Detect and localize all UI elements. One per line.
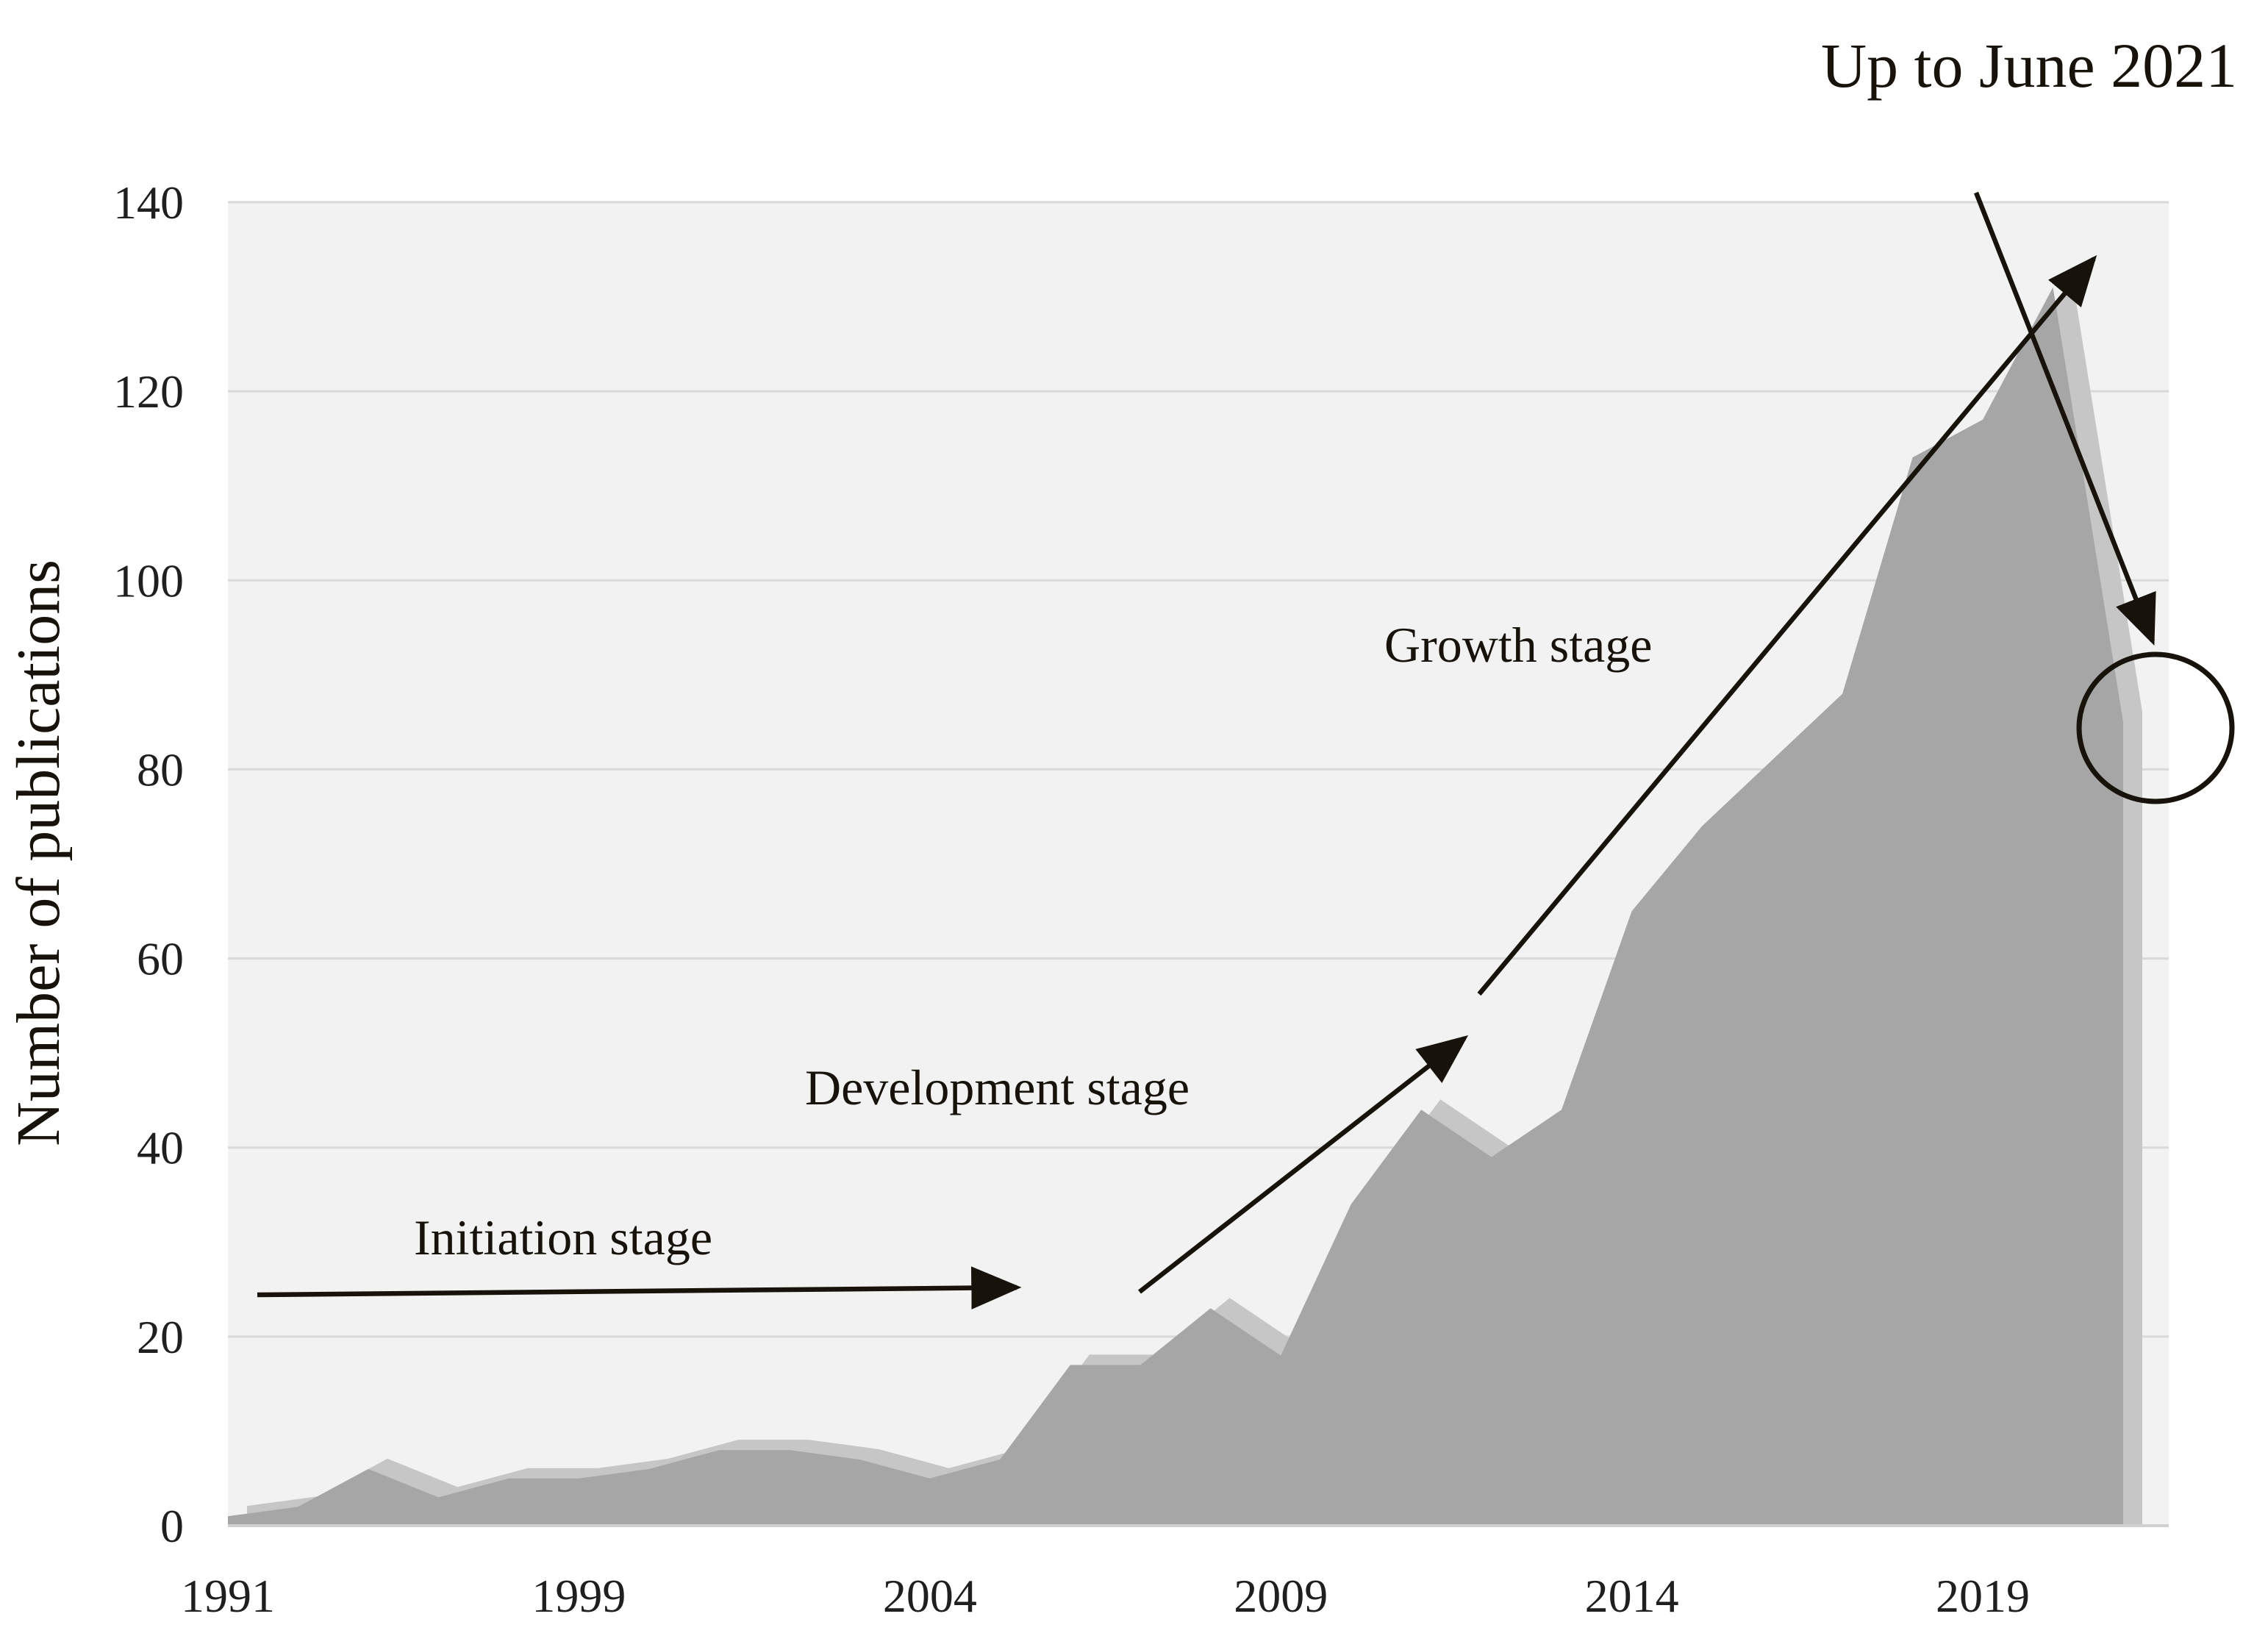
up-to-june-2021-label: Up to June 2021 <box>1821 30 2237 101</box>
growth-stage-arrow <box>1477 255 2097 996</box>
x-tick-label-1999: 1999 <box>532 1570 626 1622</box>
y-tick-label-20: 20 <box>137 1311 184 1363</box>
initiation-stage-label: Initiation stage <box>414 1210 712 1265</box>
annotation-arrows <box>257 191 2156 1310</box>
development-stage-label: Development stage <box>805 1060 1190 1115</box>
y-tick-label-80: 80 <box>137 743 184 796</box>
x-tick-label-2019: 2019 <box>1936 1570 2030 1622</box>
y-tick-label-140: 140 <box>113 176 184 229</box>
x-tick-label-2014: 2014 <box>1585 1570 1679 1622</box>
y-tick-label-60: 60 <box>137 933 184 985</box>
x-tick-label-2004: 2004 <box>883 1570 977 1622</box>
y-tick-label-100: 100 <box>113 554 184 607</box>
initiation-stage-arrow <box>257 1266 1022 1310</box>
y-axis-title: Number of publications <box>4 560 73 1146</box>
up-to-june-2021-arrow <box>1973 191 2156 646</box>
x-tick-label-2009: 2009 <box>1234 1570 1328 1622</box>
y-tick-label-0: 0 <box>160 1500 184 1552</box>
x-axis-tick-labels: 1991 1999 2004 2009 2014 2019 <box>181 1570 2030 1622</box>
gridlines <box>228 201 2169 1338</box>
y-tick-label-40: 40 <box>137 1122 184 1174</box>
y-axis-tick-labels: 0 20 40 60 80 100 120 140 <box>113 176 184 1552</box>
growth-stage-label: Growth stage <box>1384 617 1652 673</box>
area-series-publications <box>228 287 2123 1526</box>
development-stage-arrow <box>1138 1035 1469 1294</box>
x-tick-label-1991: 1991 <box>181 1570 275 1622</box>
y-tick-label-120: 120 <box>113 365 184 418</box>
june-2021-highlight-circle <box>2076 651 2235 804</box>
